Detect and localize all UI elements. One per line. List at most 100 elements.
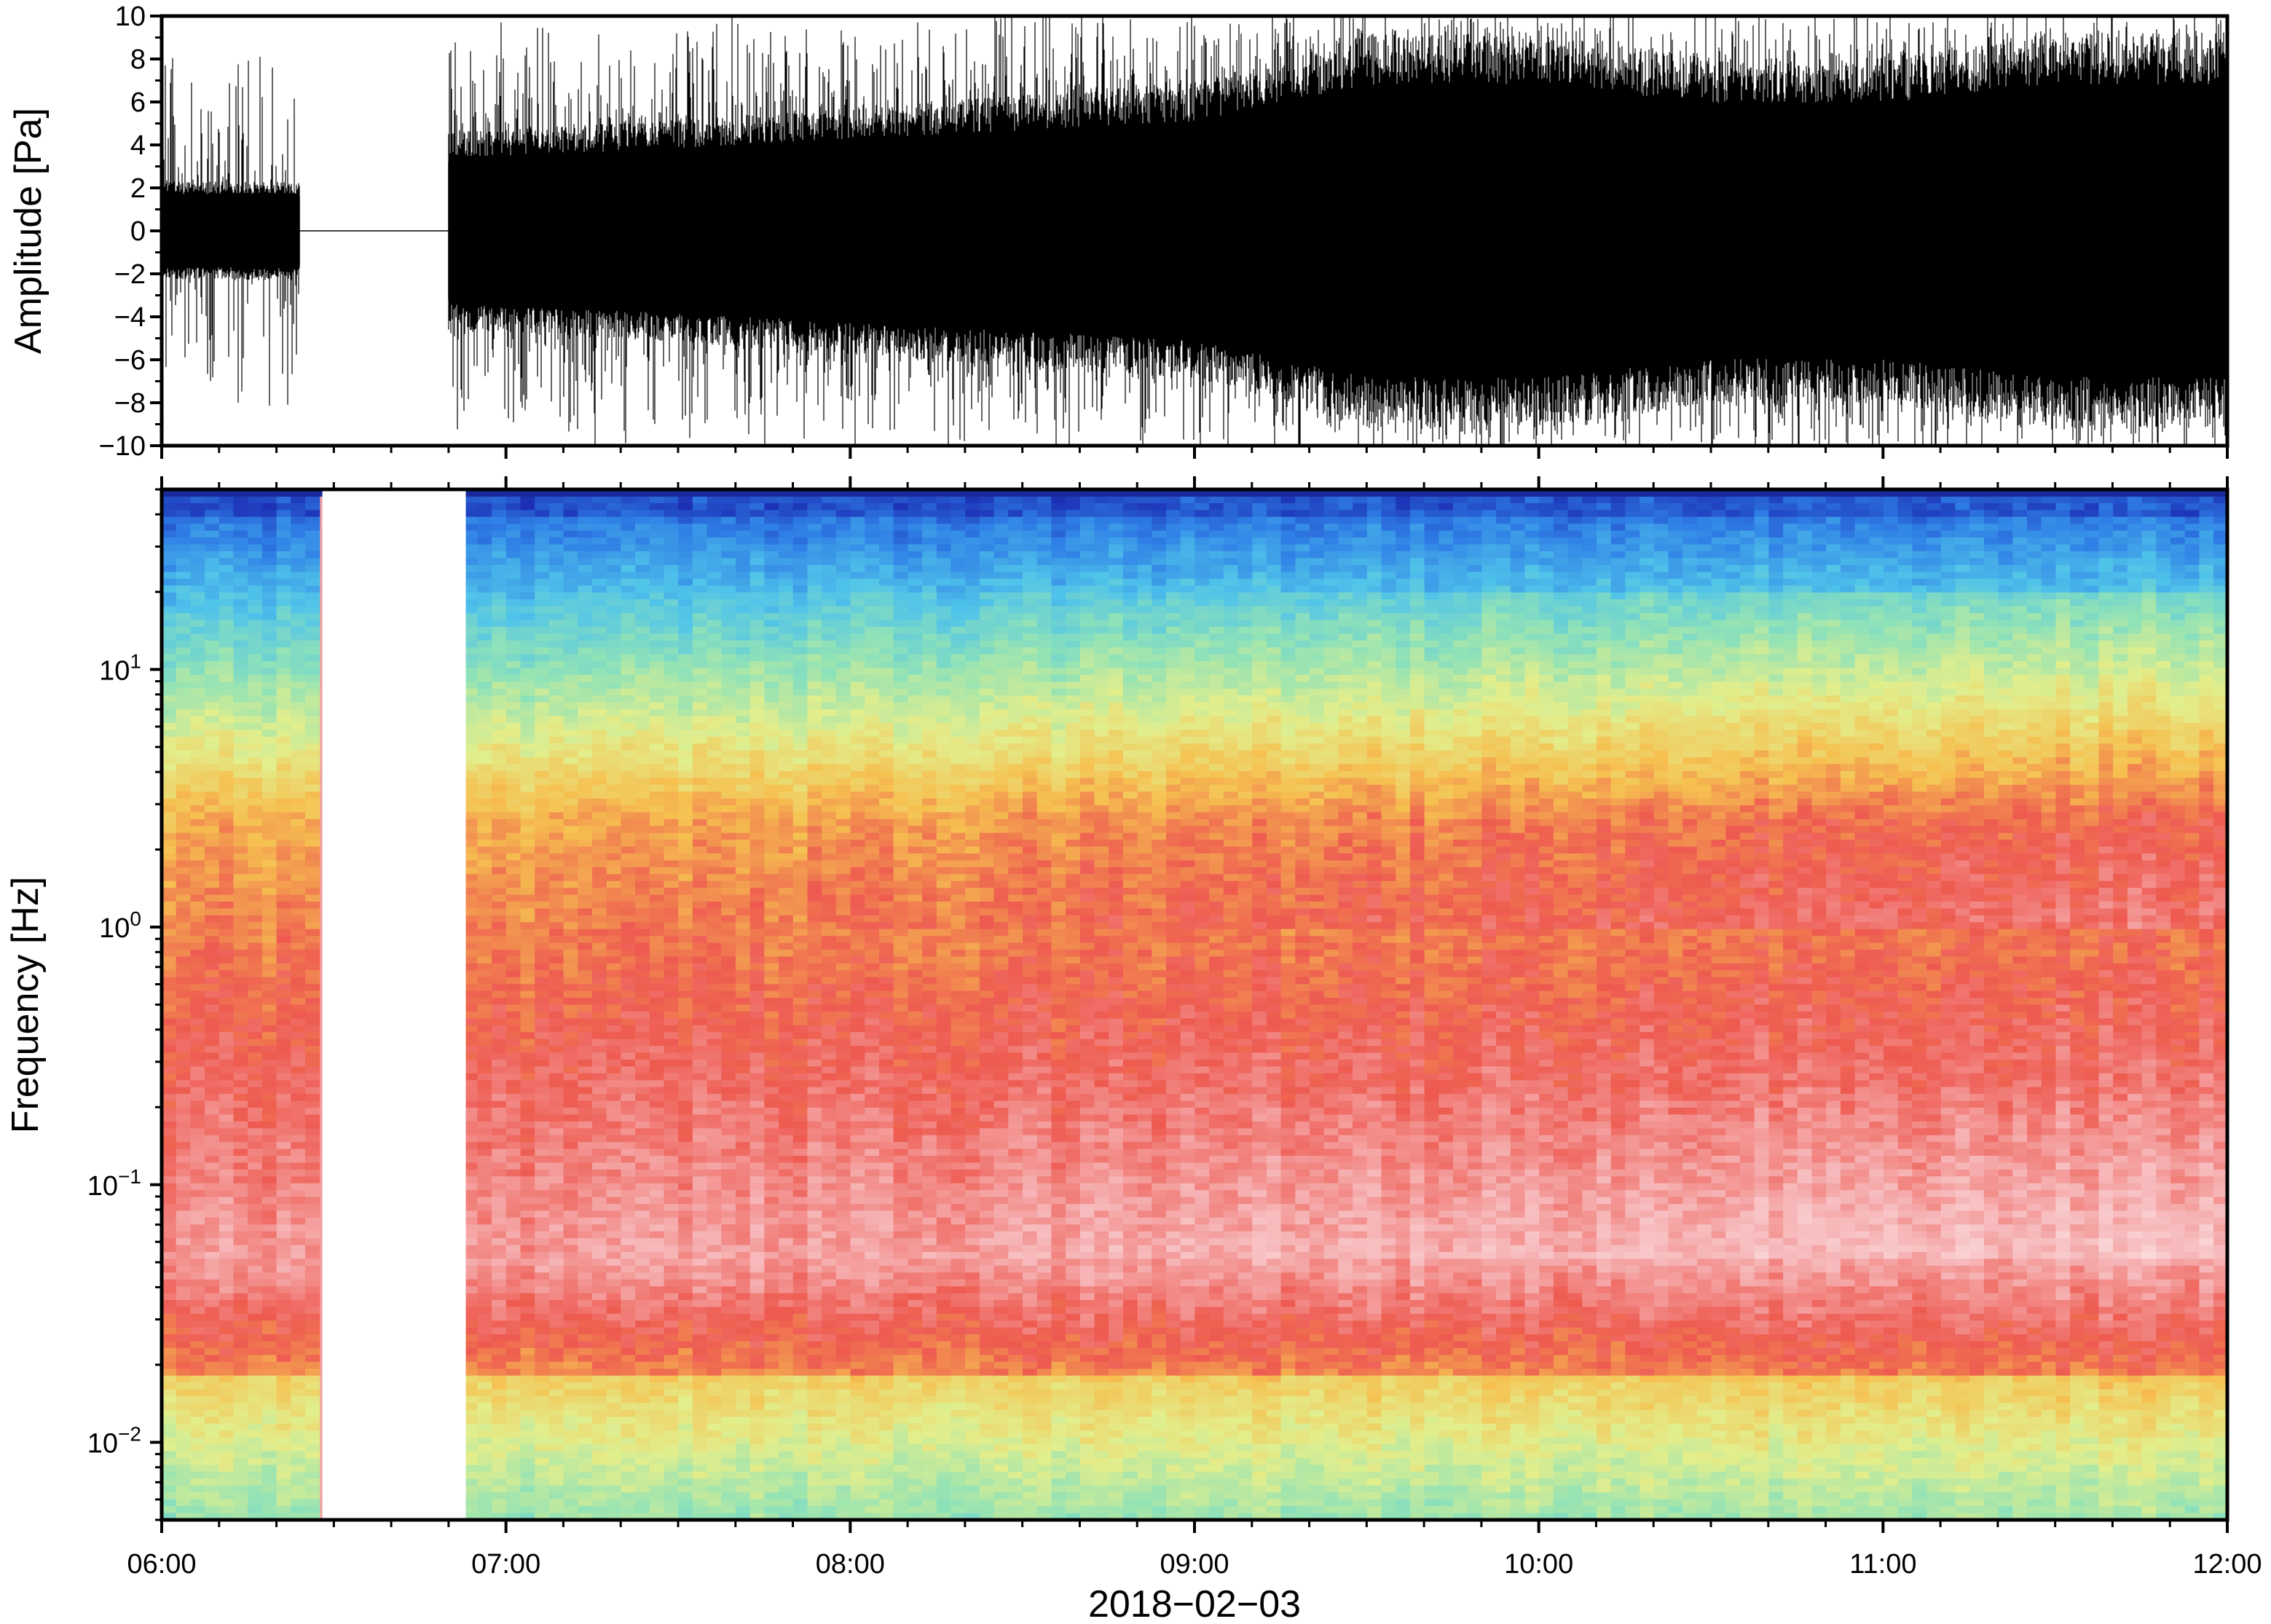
spectrogram-cell	[492, 1128, 507, 1136]
spectrogram-cell	[176, 612, 191, 620]
spectrogram-cell	[219, 551, 235, 559]
spectrogram-cell	[520, 805, 535, 813]
spectrogram-cell	[707, 880, 722, 888]
spectrogram-cell	[649, 1018, 665, 1026]
spectrogram-cell	[248, 620, 263, 628]
spectrogram-cell	[276, 578, 291, 586]
spectrogram-cell	[248, 1038, 263, 1046]
spectrogram-cell	[621, 840, 636, 848]
spectrogram-cell	[707, 1485, 722, 1493]
spectrogram-cell	[248, 977, 263, 985]
spectrogram-cell	[578, 888, 593, 896]
spectrogram-cell	[563, 805, 578, 813]
spectrogram-cell	[205, 1368, 220, 1376]
spectrogram-cell	[291, 1334, 306, 1342]
spectrogram-cell	[205, 908, 220, 916]
spectrogram-cell	[592, 805, 607, 813]
spectrogram-cell	[721, 990, 736, 998]
spectrogram-cell	[233, 963, 248, 971]
spectrogram-cell	[635, 1156, 650, 1164]
spectrogram-cell	[305, 1458, 320, 1466]
spectrogram-cell	[477, 736, 492, 744]
spectrogram-cell	[248, 1128, 263, 1136]
spectrogram-cell	[205, 1231, 220, 1239]
spectrogram-cell	[592, 1410, 607, 1418]
spectrogram-cell	[721, 832, 736, 840]
spectrogram-cell	[248, 1217, 263, 1226]
spectrogram-cell	[736, 854, 751, 862]
spectrogram-cell	[736, 977, 751, 985]
spectrogram-cell	[621, 867, 636, 875]
spectrogram-cell	[707, 1341, 722, 1349]
spectrogram-cell	[592, 922, 607, 930]
spectrogram-cell	[649, 1156, 665, 1164]
spectrogram-cell	[649, 1038, 665, 1046]
spectrogram-cell	[621, 524, 636, 532]
spectrogram-cell	[248, 1444, 263, 1452]
spectrogram-cell	[261, 929, 278, 937]
spectrogram-cell	[563, 1224, 578, 1232]
spectrogram-cell	[219, 770, 235, 779]
spectrogram-cell	[592, 846, 607, 854]
spectrogram-cell	[276, 942, 291, 950]
spectrogram-cell	[664, 1320, 679, 1328]
spectrogram-cell	[205, 826, 220, 834]
spectrogram-cell	[664, 1465, 679, 1473]
spectrogram-cell	[233, 1087, 248, 1095]
spectrogram-cell	[205, 1135, 220, 1143]
spectrogram-cell	[749, 1416, 765, 1424]
spectrogram-cell	[477, 661, 492, 669]
spectrogram-cell	[692, 1327, 708, 1336]
spectrogram-cell	[563, 1272, 578, 1280]
spectrogram-cell	[664, 1355, 679, 1363]
spectrogram-cell	[305, 1114, 320, 1122]
spectrogram-cell	[749, 778, 765, 786]
spectrogram-cell	[578, 778, 593, 786]
spectrogram-cell	[736, 1038, 751, 1046]
spectrogram-cell	[162, 654, 177, 662]
spectrogram-cell	[692, 578, 708, 586]
spectrogram-cell	[162, 915, 177, 923]
spectrogram-cell	[248, 1108, 263, 1116]
spectrogram-cell	[248, 626, 263, 634]
spectrogram-cell	[219, 1293, 235, 1301]
spectrogram-cell	[305, 510, 320, 518]
spectrogram-cell	[463, 1204, 478, 1212]
spectrogram-cell	[707, 819, 722, 827]
spectrogram-cell	[606, 688, 621, 696]
spectrogram-cell	[736, 1080, 751, 1088]
spectrogram-cell	[205, 688, 220, 696]
spectrogram-cell	[649, 764, 665, 772]
spectrogram-cell	[219, 634, 235, 642]
spectrogram-cell	[162, 744, 177, 752]
spectrogram-cell	[291, 1231, 306, 1239]
spectrogram-cell	[190, 936, 205, 944]
spectrogram-cell	[505, 894, 521, 902]
spectrogram-cell	[749, 1423, 765, 1432]
spectrogram-cell	[764, 668, 779, 676]
spectrogram-cell	[291, 792, 306, 800]
spectrogram-cell	[548, 1348, 564, 1356]
spectrogram-cell	[248, 1231, 263, 1239]
spectrogram-cell	[563, 564, 578, 572]
spectrogram-cell	[563, 612, 578, 620]
spectrogram-cell	[592, 1300, 607, 1308]
spectrogram-cell	[678, 888, 693, 896]
spectrogram-cell	[707, 1465, 722, 1473]
spectrogram-cell	[548, 963, 564, 971]
spectrogram-cell	[261, 874, 278, 882]
spectrogram-cell	[248, 1114, 263, 1122]
spectrogram-cell	[707, 564, 722, 572]
spectrogram-cell	[261, 612, 278, 620]
spectrogram-cell	[535, 950, 550, 958]
spectrogram-cell	[678, 1382, 693, 1390]
spectrogram-cell	[664, 1506, 679, 1514]
spectrogram-cell	[233, 1100, 248, 1108]
spectrogram-cell	[678, 647, 693, 655]
spectrogram-cell	[692, 716, 708, 724]
spectrogram-cell	[219, 1018, 235, 1026]
waveform-y-tick-label: 0	[130, 216, 146, 247]
spectrogram-cell	[219, 757, 235, 765]
spectrogram-cell	[492, 1018, 507, 1026]
spectrogram-cell	[749, 524, 765, 532]
